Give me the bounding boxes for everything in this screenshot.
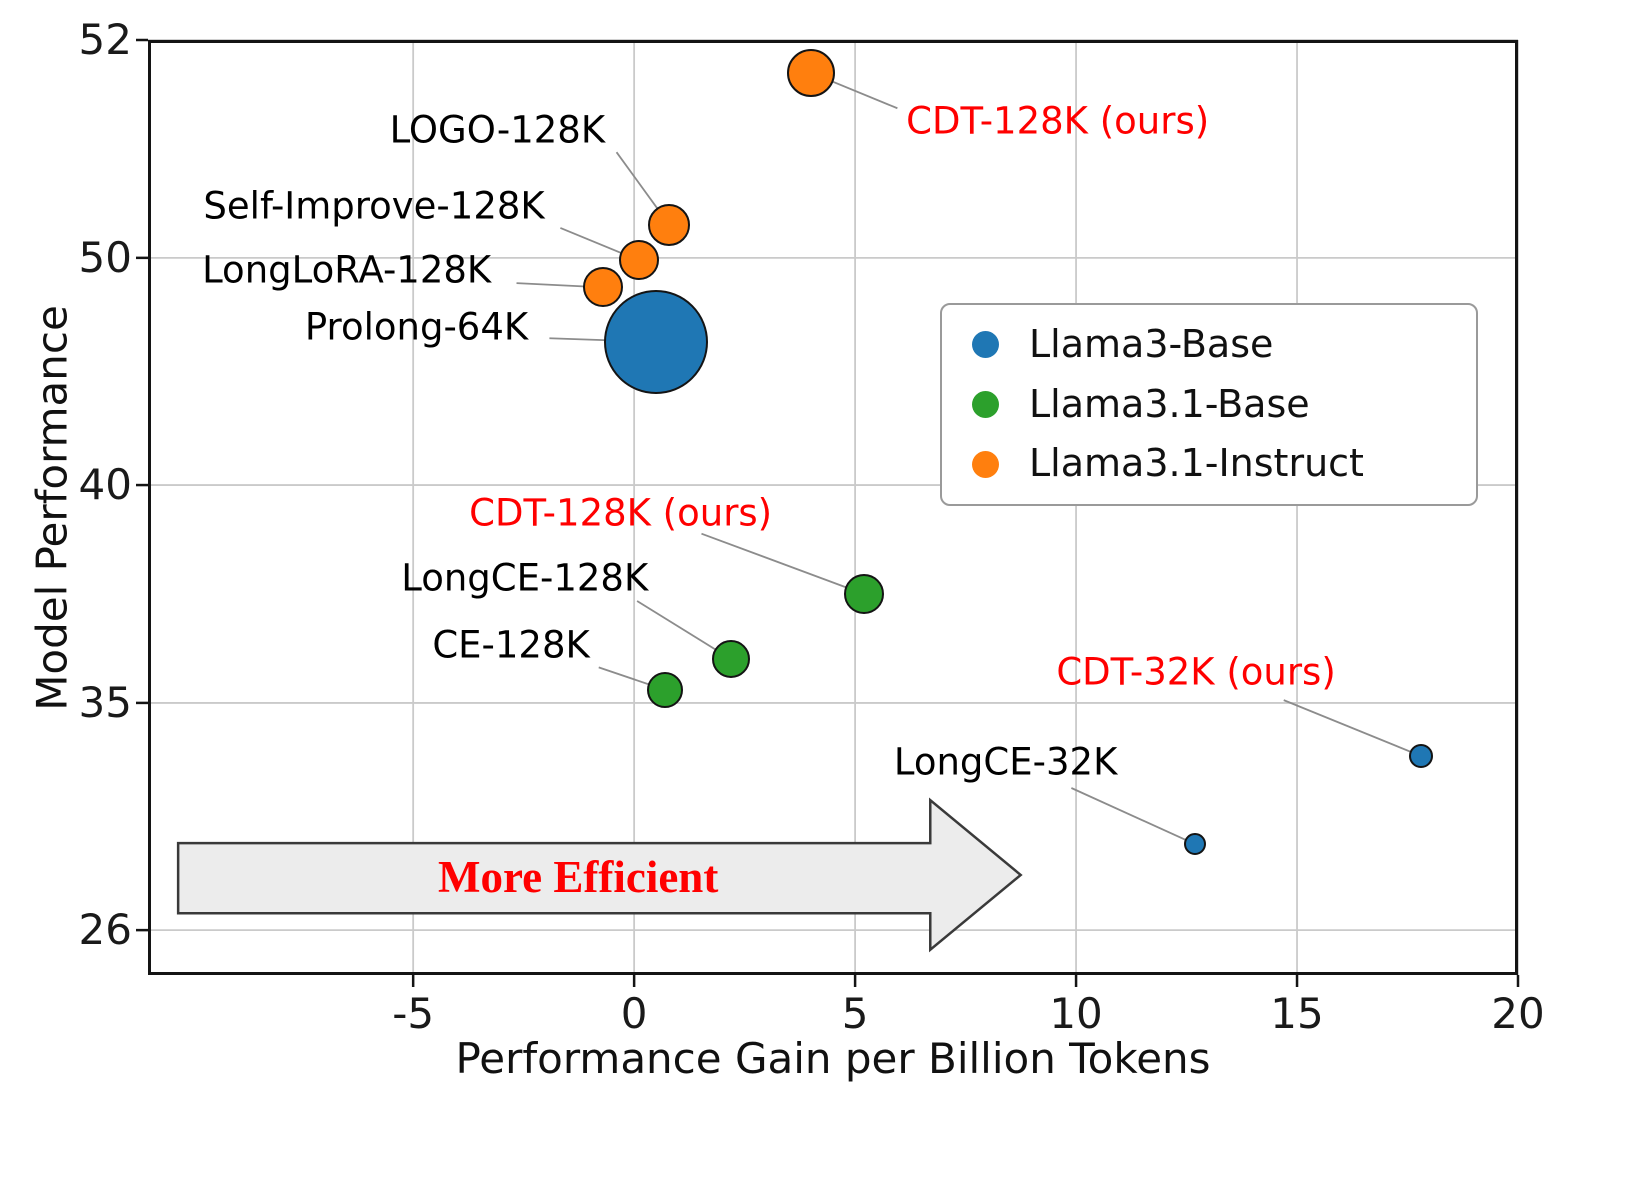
annotation-logo-128k: LOGO-128K — [389, 108, 606, 152]
scatter-point-llama3-base-prolong-64k — [604, 289, 709, 394]
more-efficient-arrow — [176, 797, 1023, 953]
plot-area: More Efficient Llama3-Base Llama3.1-Base… — [136, 38, 1520, 987]
x-tick-label-10: 10 — [1049, 989, 1103, 1038]
annotation-longlora-128k: LongLoRA-128K — [202, 248, 492, 292]
more-efficient-label: More Efficient — [438, 851, 719, 902]
leader-line — [701, 532, 865, 595]
legend: Llama3-Base Llama3.1-Base Llama3.1-Instr… — [940, 303, 1478, 507]
plot-canvas — [136, 38, 1520, 987]
scatter-point-llama3-1-instruct-longlora-128k — [583, 267, 624, 308]
scatter-point-llama3-1-base-ce-128k — [647, 671, 684, 708]
leader-line — [1283, 699, 1422, 757]
scatter-point-llama3-1-base-longce-128k — [712, 640, 751, 679]
annotation-cdt-128k-ours: CDT-128K (ours) — [906, 99, 1210, 143]
x-tick-label-5: -5 — [392, 989, 435, 1038]
y-tick-label-35: 35 — [78, 677, 132, 727]
y-tick-label-52: 52 — [78, 15, 132, 64]
plot-border — [148, 40, 1518, 975]
scatter-point-llama3-base-longce-32k — [1184, 833, 1207, 856]
annotation-ce-128k: CE-128K — [432, 623, 590, 667]
annotation-longce-128k: LongCE-128K — [401, 556, 649, 600]
y-tick-label-40: 40 — [78, 460, 132, 510]
scatter-point-llama3-1-instruct-self-improve-128k — [618, 240, 659, 281]
legend-dot-llama3-base — [972, 331, 999, 359]
x-tick-label-20: 20 — [1491, 989, 1545, 1038]
x-tick-label-0: 0 — [620, 989, 648, 1038]
scatter-point-llama3-1-instruct-cdt-128k-ours — [786, 48, 835, 97]
scatter-point-llama3-1-instruct-logo-128k — [648, 204, 691, 247]
y-tick-label-50: 50 — [78, 232, 132, 282]
legend-dot-llama31-base — [972, 391, 999, 419]
legend-label-llama31-instruct: Llama3.1-Instruct — [1029, 441, 1364, 486]
leader-line — [1071, 787, 1196, 846]
x-axis-label: Performance Gain per Billion Tokens — [455, 1034, 1211, 1083]
legend-item-llama3-base: Llama3-Base — [972, 322, 1446, 367]
x-tick-label-15: 15 — [1270, 989, 1324, 1038]
annotation-longce-32k: LongCE-32K — [893, 740, 1118, 784]
annotation-prolong-64k: Prolong-64K — [304, 305, 529, 349]
y-axis-label: Model Performance — [27, 305, 77, 711]
legend-item-llama31-instruct: Llama3.1-Instruct — [972, 442, 1446, 486]
legend-item-llama31-base: Llama3.1-Base — [972, 381, 1446, 427]
legend-label-llama3-base: Llama3-Base — [1029, 322, 1274, 366]
x-tick-label-5: 5 — [841, 989, 869, 1038]
legend-dot-llama31-instruct — [972, 450, 999, 478]
legend-label-llama31-base: Llama3.1-Base — [1029, 381, 1310, 426]
annotation-self-improve-128k: Self-Improve-128K — [203, 184, 545, 228]
scatter-point-llama3-1-base-cdt-128k-ours — [843, 573, 884, 614]
y-tick-label-26: 26 — [78, 905, 132, 955]
scatter-point-llama3-base-cdt-32k-ours — [1408, 743, 1433, 768]
annotation-cdt-128k-ours: CDT-128K (ours) — [469, 491, 773, 535]
annotation-cdt-32k-ours: CDT-32K (ours) — [1056, 650, 1336, 694]
